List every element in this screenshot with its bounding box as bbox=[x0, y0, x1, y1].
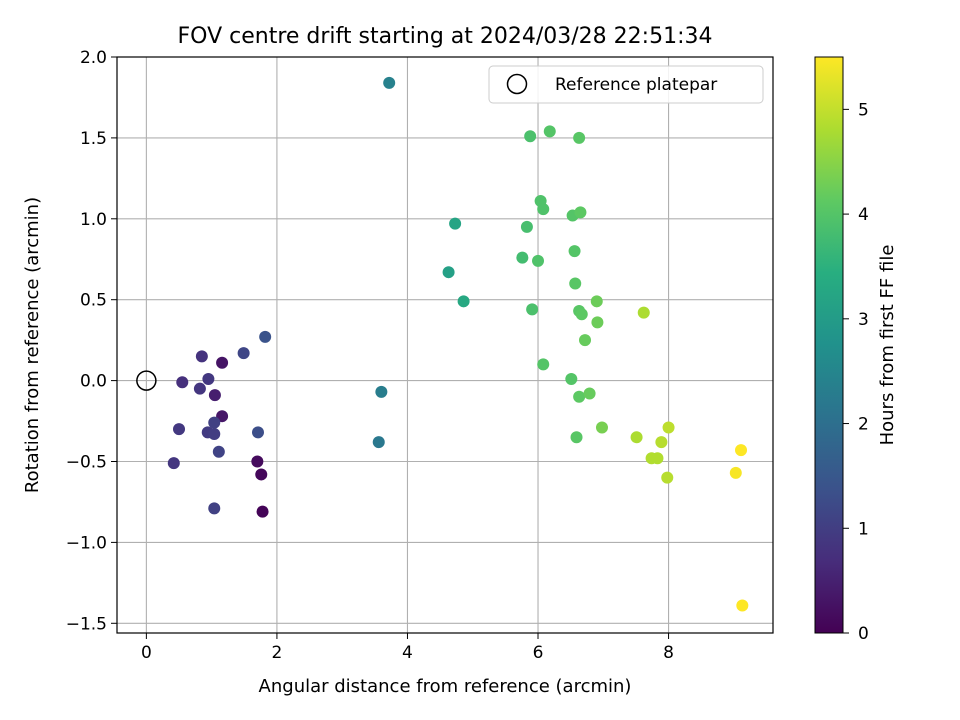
scatter-point bbox=[251, 455, 264, 468]
scatter-point bbox=[729, 466, 742, 479]
y-tick-label: 1.5 bbox=[80, 129, 107, 149]
colorbar-tick-label: 4 bbox=[858, 205, 869, 225]
scatter-point bbox=[375, 385, 388, 398]
scatter-point bbox=[574, 206, 587, 219]
scatter-point bbox=[568, 245, 581, 258]
x-axis: 0 2 4 6 8 bbox=[141, 633, 674, 663]
scatter-point bbox=[662, 421, 675, 434]
scatter-point bbox=[573, 131, 586, 144]
y-tick-label: 2.0 bbox=[80, 48, 107, 68]
y-axis-label: Rotation from reference (arcmin) bbox=[22, 197, 43, 493]
scatter-point bbox=[735, 444, 748, 457]
legend-reference-marker bbox=[506, 73, 528, 95]
x-axis-label: Angular distance from reference (arcmin) bbox=[259, 676, 632, 697]
scatter-point bbox=[516, 251, 529, 264]
y-tick-label: 0.5 bbox=[80, 291, 107, 311]
x-tick-label: 6 bbox=[533, 643, 544, 663]
scatter-point bbox=[237, 347, 250, 360]
y-tick-label: −1.5 bbox=[66, 614, 107, 634]
y-tick-label: −0.5 bbox=[66, 452, 107, 472]
legend: Reference platepar bbox=[488, 65, 764, 104]
colorbar-gradient bbox=[814, 56, 844, 634]
scatter-point bbox=[543, 125, 556, 138]
chart-title: FOV centre drift starting at 2024/03/28 … bbox=[178, 24, 713, 49]
scatter-point bbox=[590, 295, 603, 308]
y-tick-label: 0.0 bbox=[80, 372, 107, 392]
grid bbox=[117, 56, 773, 633]
scatter-point bbox=[537, 358, 550, 371]
plot-frame bbox=[116, 56, 774, 634]
colorbar-tick-label: 0 bbox=[858, 624, 869, 644]
scatter-point bbox=[736, 599, 749, 612]
legend-label: Reference platepar bbox=[555, 75, 717, 95]
colorbar-tick-label: 2 bbox=[858, 415, 869, 435]
colorbar-tick-label: 1 bbox=[858, 519, 869, 539]
scatter-point bbox=[526, 303, 539, 316]
scatter-point bbox=[383, 76, 396, 89]
colorbar-tick-label: 3 bbox=[858, 310, 869, 330]
scatter-point bbox=[167, 457, 180, 470]
reference-marker-layer bbox=[136, 370, 157, 391]
colorbar: Hours from first FF file 0 1 2 3 4 5 bbox=[814, 56, 898, 644]
scatter-point bbox=[457, 295, 470, 308]
y-tick-label: 1.0 bbox=[80, 210, 107, 230]
scatter-point bbox=[591, 316, 604, 329]
x-tick-label: 8 bbox=[663, 643, 674, 663]
scatter-point bbox=[176, 376, 189, 389]
scatter-point bbox=[256, 505, 269, 518]
scatter-point bbox=[579, 334, 592, 347]
scatter-point bbox=[520, 220, 533, 233]
scatter-point bbox=[532, 254, 545, 267]
colorbar-label: Hours from first FF file bbox=[877, 245, 898, 446]
scatter-point bbox=[575, 308, 588, 321]
scatter-point bbox=[208, 416, 221, 429]
scatter-point bbox=[661, 471, 674, 484]
scatter-point bbox=[251, 426, 264, 439]
scatter-point bbox=[208, 502, 221, 515]
scatter-point bbox=[630, 431, 643, 444]
scatter-point bbox=[537, 203, 550, 216]
scatter-point bbox=[655, 436, 668, 449]
scatter-point bbox=[195, 350, 208, 363]
legend-box bbox=[488, 65, 764, 104]
scatter-point bbox=[259, 330, 272, 343]
y-axis: −1.5 −1.0 −0.5 0.0 0.5 1.0 1.5 2.0 bbox=[66, 48, 117, 634]
scatter-point bbox=[565, 372, 578, 385]
scatter-point bbox=[595, 421, 608, 434]
scatter-point bbox=[637, 306, 650, 319]
x-tick-label: 2 bbox=[272, 643, 283, 663]
y-tick-label: −1.0 bbox=[66, 533, 107, 553]
scatter-point bbox=[573, 390, 586, 403]
scatter-point bbox=[202, 372, 215, 385]
scatter-points bbox=[167, 76, 749, 612]
scatter-point bbox=[208, 389, 221, 402]
scatter-point bbox=[449, 217, 462, 230]
x-tick-label: 0 bbox=[141, 643, 152, 663]
scatter-point bbox=[255, 468, 268, 481]
reference-platepar-marker bbox=[136, 370, 157, 391]
scatter-point bbox=[524, 130, 537, 143]
scatter-point bbox=[208, 427, 221, 440]
scatter-point bbox=[193, 382, 206, 395]
scatter-point bbox=[372, 436, 385, 449]
scatter-point bbox=[212, 445, 225, 458]
x-tick-label: 4 bbox=[402, 643, 413, 663]
scatter-point bbox=[570, 431, 583, 444]
scatter-point bbox=[216, 356, 229, 369]
colorbar-tick-label: 5 bbox=[858, 100, 869, 120]
scatter-point bbox=[173, 423, 186, 436]
scatter-point bbox=[583, 387, 596, 400]
scatter-point bbox=[442, 266, 455, 279]
scatter-point bbox=[651, 452, 664, 465]
scatter-point bbox=[569, 277, 582, 290]
